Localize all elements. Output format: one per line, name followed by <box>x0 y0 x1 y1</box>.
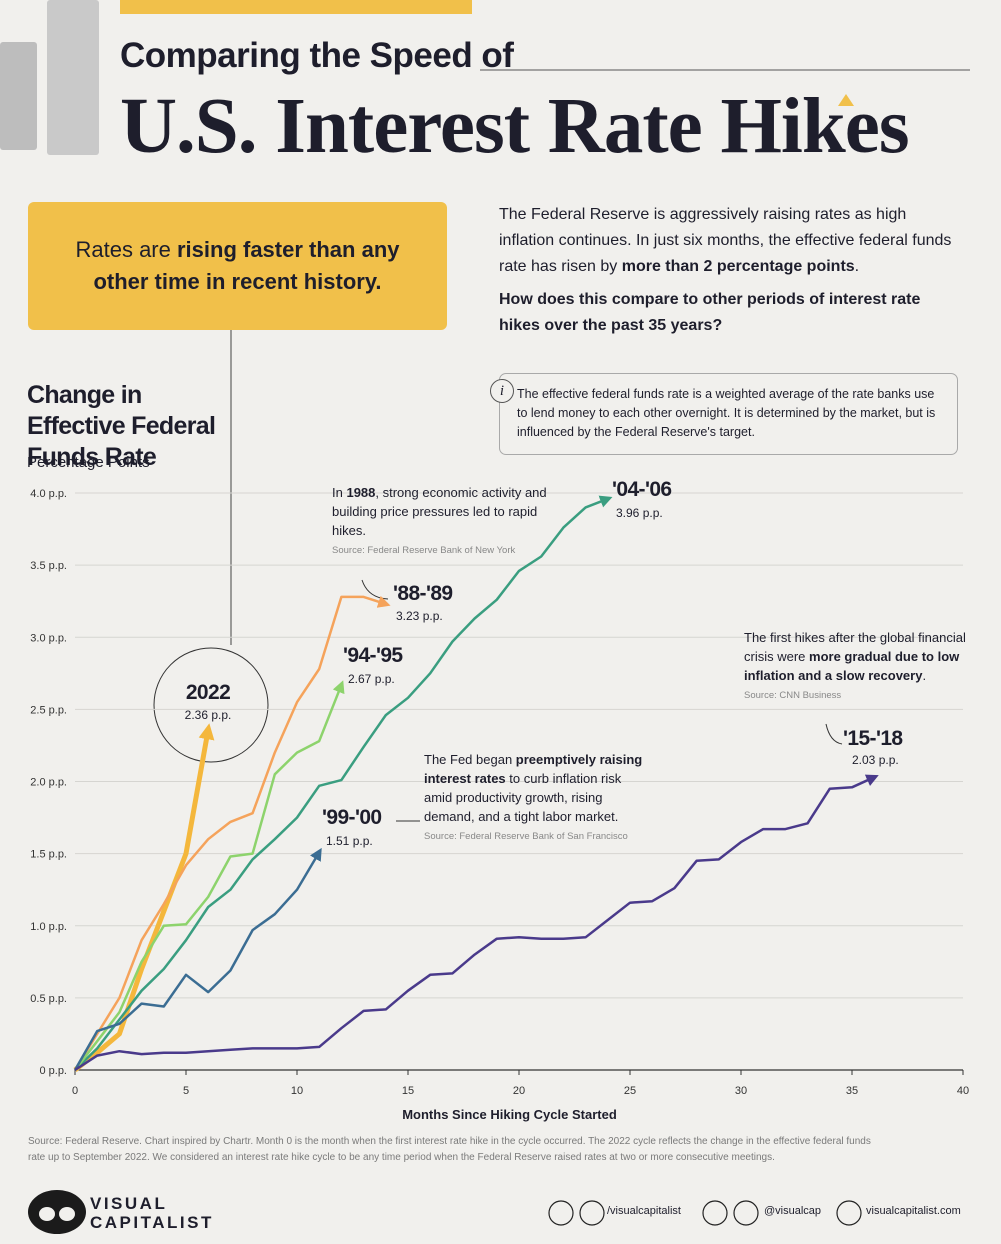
intro-text: . <box>854 258 860 275</box>
connector <box>825 723 843 745</box>
annotation-source: Source: Federal Reserve Bank of New York <box>332 545 516 556</box>
title: U.S. Interest Rate Hikes <box>120 83 910 170</box>
handle[interactable]: /visualcapitalist <box>607 1205 681 1217</box>
x-tick-label: 10 <box>291 1085 303 1097</box>
callout-emphasis: rising faster than any other time in rec… <box>93 237 400 294</box>
annotation-text: In 1988, strong economic activity and bu… <box>332 483 547 540</box>
series-label: 2022 <box>185 681 231 704</box>
series-label: '88-'89 <box>393 582 453 605</box>
kicker: Comparing the Speed of <box>120 36 514 75</box>
y-tick-label: 2.5 p.p. <box>30 704 67 716</box>
annotation-emphasis: 1988 <box>346 485 376 500</box>
x-tick-label: 40 <box>957 1085 969 1097</box>
annotation-part: In <box>332 485 347 500</box>
x-tick-label: 35 <box>846 1085 858 1097</box>
series-label: '04-'06 <box>612 478 672 501</box>
y-tick-label: 3.0 p.p. <box>30 632 67 644</box>
value-label: 2.67 p.p. <box>348 672 395 686</box>
y-tick-label: 0 p.p. <box>39 1065 67 1077</box>
title-accent <box>838 94 854 106</box>
annotation-part: . <box>922 668 927 683</box>
intro-text: The Federal Reserve is aggressively rais… <box>499 206 952 275</box>
handle[interactable]: visualcapitalist.com <box>866 1205 961 1217</box>
annotation: The first hikes after the global financi… <box>744 628 979 707</box>
callout: Rates are rising faster than any other t… <box>28 202 447 330</box>
annotation-source: Source: CNN Business <box>744 690 842 701</box>
value-label: 2.03 p.p. <box>852 753 899 767</box>
logo <box>28 1190 86 1234</box>
annotation-part: The Fed began <box>424 752 516 767</box>
annotation-source: Source: Federal Reserve Bank of San Fran… <box>424 831 628 842</box>
x-tick-label: 5 <box>183 1085 189 1097</box>
series-line <box>73 595 391 1071</box>
intro: The Federal Reserve is aggressively rais… <box>499 202 964 280</box>
info-icon: i <box>490 379 514 403</box>
series-label: '99-'00 <box>322 806 382 829</box>
connector <box>361 579 389 600</box>
x-tick-label: 25 <box>624 1085 636 1097</box>
y-tick-label: 4.0 p.p. <box>30 488 67 500</box>
info-text: The effective federal funds rate is a we… <box>517 387 936 439</box>
y-axis-label: Percentage Points <box>27 454 150 471</box>
series-label: '15-'18 <box>843 727 903 750</box>
info-box: i The effective federal funds rate is a w… <box>490 373 958 455</box>
annotation-part: The first hikes after the global financi… <box>744 630 966 664</box>
value-label: 3.96 p.p. <box>616 506 663 520</box>
chart-title: Change in Effective Federal Funds Rate <box>27 381 216 471</box>
plot: 0 p.p. 0.5 p.p. 1.0 p.p. 1.5 p.p. 2.0 p.p. 2.… <box>30 488 969 1097</box>
annotation: In 1988, strong economic activity and bu… <box>332 483 547 562</box>
series-line <box>74 495 613 1071</box>
x-tick-label: 15 <box>402 1085 414 1097</box>
series-line <box>74 680 345 1071</box>
x-tick-label: 20 <box>513 1085 525 1097</box>
series-line <box>74 774 879 1072</box>
annotation-emphasis: more gradual due to low inflation and a … <box>744 649 960 683</box>
y-tick-label: 2.0 p.p. <box>30 777 67 789</box>
brand-line: VISUAL <box>90 1194 168 1213</box>
annotation-emphasis: preemptively raising interest rates <box>424 752 643 786</box>
x-axis-label: Months Since Hiking Cycle Started <box>402 1107 617 1122</box>
y-tick-label: 3.5 p.p. <box>30 560 67 572</box>
intro-emphasis: more than 2 percentage points <box>621 258 855 275</box>
series-line <box>73 847 322 1071</box>
annotation-part: to curb inflation risk amid productivity… <box>424 771 622 824</box>
x-tick-label: 30 <box>735 1085 747 1097</box>
annotation-text: The first hikes after the global financi… <box>744 628 979 685</box>
value-label: 1.51 p.p. <box>326 834 373 848</box>
social-icons <box>548 1200 862 1226</box>
y-tick-label: 1.0 p.p. <box>30 921 67 933</box>
question: How does this compare to other periods o… <box>499 291 921 334</box>
highlight-circle <box>153 647 269 763</box>
annotation: The Fed began preemptively raising inter… <box>424 750 649 848</box>
value-label: 2.36 p.p. <box>184 708 232 722</box>
top-bar <box>120 0 472 14</box>
coin-stacks <box>0 0 99 155</box>
brand-line: CAPITALIST <box>90 1213 214 1232</box>
callout-text: Rates are <box>75 237 177 262</box>
value-label: 3.23 p.p. <box>396 609 443 623</box>
annotation-text: The Fed began preemptively raising inter… <box>424 750 649 826</box>
annotation-part: , strong economic activity and building … <box>332 485 547 538</box>
y-tick-label: 1.5 p.p. <box>30 849 67 861</box>
handle[interactable]: @visualcap <box>764 1205 822 1217</box>
brand: VISUAL CAPITALIST <box>90 1194 214 1232</box>
x-tick-label: 0 <box>72 1085 78 1097</box>
series-line <box>73 723 215 1072</box>
footnote: Source: Federal Reserve. Chart inspired … <box>28 1136 871 1163</box>
series-label: '94-'95 <box>343 644 403 667</box>
y-tick-label: 0.5 p.p. <box>30 993 67 1005</box>
